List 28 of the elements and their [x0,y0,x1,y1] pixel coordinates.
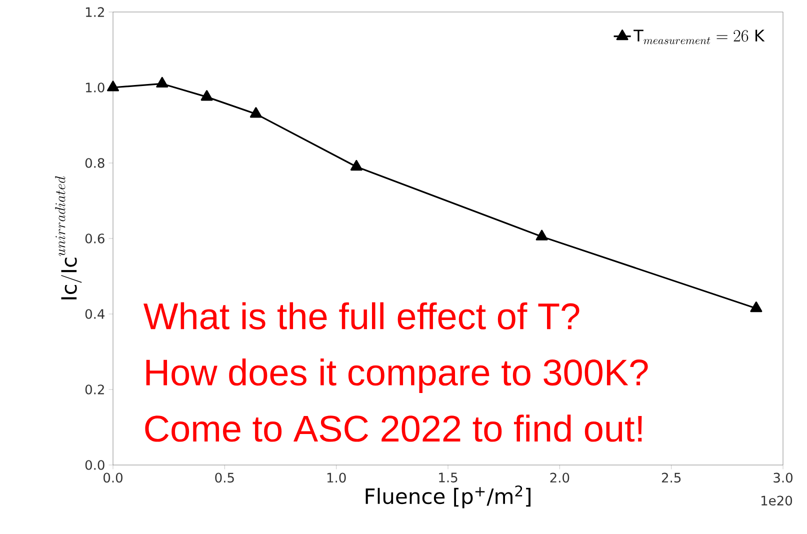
x-tick-label: 3.0 [774,472,792,483]
point [200,90,213,101]
y-tick-label: 0.2 [85,384,104,394]
x-tick-label: 1.5 [439,472,458,482]
x-tick-label: 2.5 [662,472,681,483]
annotation: Come to ASC 2022 to find out! [145,414,642,442]
annotation: How does it compare to 300K? [146,358,648,393]
x-axis-title: Fluence [p$^{+}$/m$^{2}$] [366,485,530,508]
y-tick-label: 0.6 [85,234,104,244]
point [250,107,262,118]
point [107,80,119,92]
point [350,160,362,171]
x-tick-label: 0.5 [215,472,234,483]
x-tick-label: 0.0 [104,472,122,483]
y-tick-label: 1.0 [86,82,104,92]
point [156,76,168,88]
y-tick-label: 1.2 [86,7,104,17]
text: 1e20 [762,496,792,506]
y-axis-title: $\mathrm{Ic/Ic}^{unirradiated}$ [55,176,82,300]
annotation: What is the full effect of T? [143,302,580,330]
x-tick-label: 1.0 [327,472,346,483]
y-tick-label: 0.8 [85,158,104,168]
legend-label: $\mathrm{T}_{measurement} = 26\ \mathrm{K}$ [634,30,765,44]
point [536,230,548,240]
x-tick-label: 2.0 [550,472,570,483]
point [750,302,762,312]
y-tick-label: 0.0 [85,460,104,470]
y-tick-label: 0.4 [85,309,105,319]
